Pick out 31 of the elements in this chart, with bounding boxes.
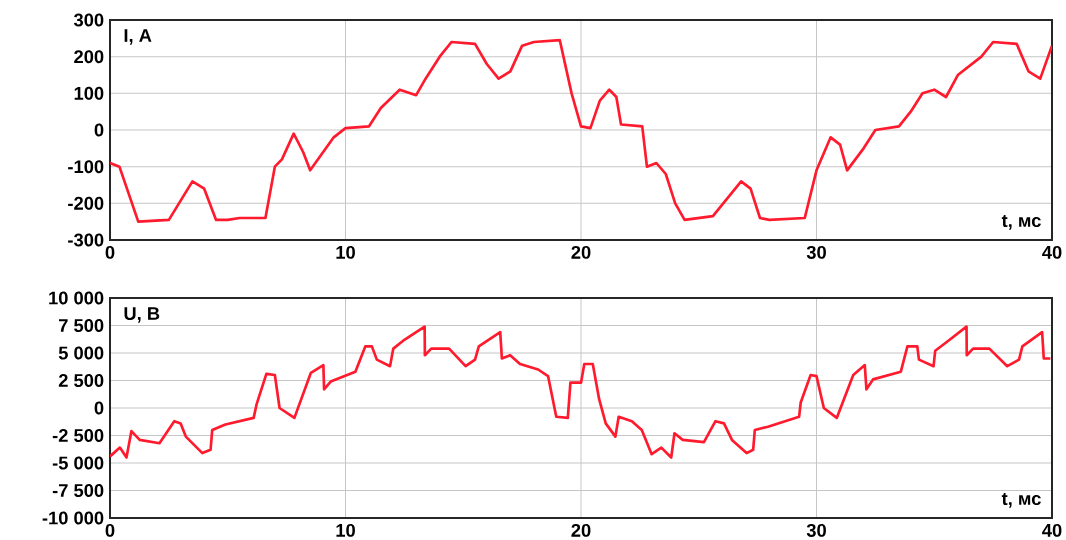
line-series: [110, 325, 1052, 459]
y-tick-label: -200: [68, 196, 104, 210]
x-tick-label: 40: [1042, 245, 1062, 259]
y-tick-label: 7 500: [59, 319, 104, 332]
y-tick-label: 200: [74, 50, 104, 64]
x-tick-label: 0: [105, 245, 115, 259]
y-tick-label: 0: [94, 123, 104, 137]
x-tick-label: 20: [571, 523, 591, 537]
y-tick-label: -2 500: [52, 429, 104, 442]
x-tick-label: 20: [571, 245, 591, 259]
y-tick-label: 0: [94, 401, 104, 415]
y-tick-label: -7 500: [52, 484, 104, 497]
y-tick-label: 2 500: [58, 374, 104, 387]
x-axis-title: t, мс: [1001, 214, 1041, 230]
y-tick-label: 300: [73, 13, 104, 27]
x-tick-label: 30: [806, 245, 826, 259]
y-tick-label: -100: [68, 160, 104, 174]
x-tick-label: 40: [1042, 523, 1062, 537]
y-tick-label: -5 000: [52, 456, 104, 470]
x-tick-label: 10: [336, 245, 355, 259]
y-tick-label: -300: [68, 233, 104, 247]
y-axis-title: U, В: [124, 307, 160, 323]
y-tick-label: 100: [74, 86, 104, 100]
x-axis-title: t, мс: [1001, 492, 1041, 508]
y-tick-label: -10 000: [42, 511, 104, 525]
x-tick-label: 0: [105, 523, 115, 537]
y-axis-title: I, A: [124, 29, 152, 45]
y-tick-label: 10 000: [49, 291, 104, 305]
x-tick-label: 30: [806, 523, 826, 537]
x-tick-label: 10: [336, 523, 355, 537]
y-tick-label: 5 000: [58, 346, 104, 360]
